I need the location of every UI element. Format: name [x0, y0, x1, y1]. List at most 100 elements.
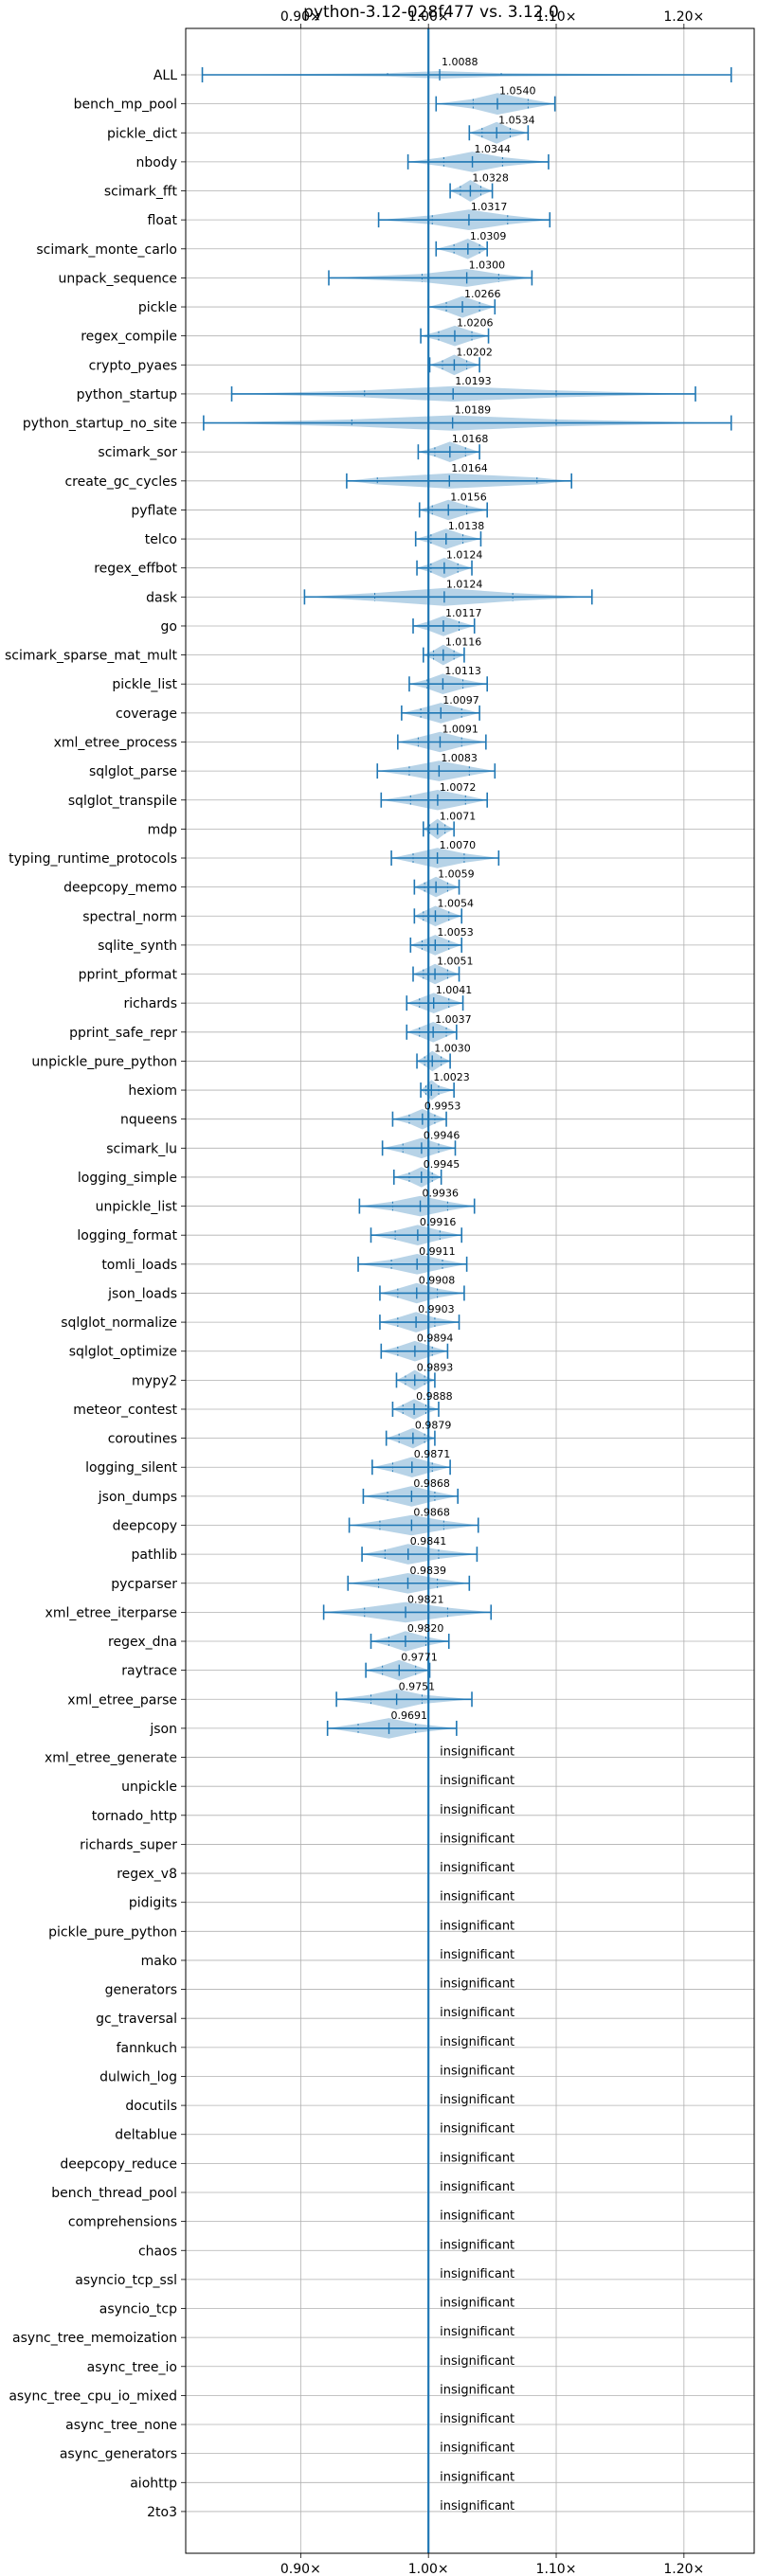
median-value-label: 1.0540	[499, 85, 536, 98]
benchmark-label: coverage	[116, 707, 177, 722]
benchmark-label: scimark_monte_carlo	[36, 242, 177, 258]
benchmark-label: ALL	[153, 68, 177, 83]
benchmark-label: pickle_list	[112, 677, 177, 692]
benchmark-label: unpickle_pure_python	[31, 1054, 177, 1069]
x-tick-label-bottom: 0.90×	[280, 2562, 321, 2576]
median-value-label: 0.9771	[401, 1652, 438, 1664]
benchmark-label: async_tree_cpu_io_mixed	[9, 2388, 177, 2404]
benchmark-label: sqlglot_transpile	[68, 794, 177, 809]
benchmark-label: xml_etree_process	[54, 735, 177, 750]
benchmark-label: deepcopy_memo	[63, 881, 177, 896]
benchmark-label: 2to3	[147, 2505, 177, 2520]
median-value-label: 0.9946	[424, 1129, 460, 1141]
benchmark-label: deepcopy_reduce	[60, 2156, 177, 2172]
benchmark-label: mako	[141, 1954, 177, 1969]
x-tick-label-bottom: 1.00×	[408, 2562, 449, 2576]
insignificant-label: insignificant	[440, 2122, 514, 2137]
benchmark-label: json	[149, 1722, 177, 1737]
benchmark-label: logging_format	[77, 1228, 177, 1243]
benchmark-label: deepcopy	[113, 1519, 177, 1534]
benchmark-label: scimark_sparse_mat_mult	[5, 649, 177, 664]
median-value-label: 1.0124	[446, 549, 483, 562]
x-tick-label-top: 1.00×	[408, 9, 449, 25]
benchmark-label: crypto_pyaes	[89, 358, 177, 373]
error-bar-layer	[201, 28, 732, 2553]
benchmark-label: unpack_sequence	[59, 271, 177, 286]
median-value-label: 0.9871	[414, 1448, 451, 1460]
benchmark-label: pidigits	[129, 1896, 177, 1911]
x-tick-label-top: 1.20×	[663, 9, 704, 25]
insignificant-label: insignificant	[440, 2412, 514, 2426]
insignificant-label: insignificant	[440, 2151, 514, 2165]
insignificant-label: insignificant	[440, 2238, 514, 2252]
insignificant-label: insignificant	[440, 1861, 514, 1875]
insignificant-label: insignificant	[440, 1774, 514, 1788]
benchmark-label: nqueens	[120, 1113, 177, 1128]
benchmark-label: bench_thread_pool	[51, 2186, 177, 2201]
insignificant-label: insignificant	[440, 2267, 514, 2281]
benchmark-label: sqlite_synth	[98, 939, 177, 954]
benchmark-label: raytrace	[121, 1664, 177, 1679]
median-value-label: 1.0116	[445, 636, 482, 649]
benchmark-label: scimark_lu	[106, 1141, 177, 1156]
median-value-label: 1.0124	[446, 578, 483, 590]
insignificant-label: insignificant	[440, 2354, 514, 2369]
median-value-label: 0.9911	[419, 1245, 456, 1258]
benchmark-label: asyncio_tcp	[99, 2302, 177, 2317]
median-value-label: 1.0193	[455, 375, 492, 387]
benchmark-label: regex_dna	[108, 1635, 177, 1650]
median-value-label: 1.0266	[464, 288, 500, 300]
benchmark-label: async_generators	[60, 2447, 177, 2462]
benchmark-label: typing_runtime_protocols	[9, 851, 177, 867]
insignificant-label: insignificant	[440, 2383, 514, 2397]
median-value-label: 0.9820	[407, 1622, 444, 1635]
x-tick-label-bottom: 1.10×	[536, 2562, 577, 2576]
median-value-label: 0.9945	[424, 1158, 460, 1171]
benchmark-label: meteor_contest	[73, 1403, 177, 1418]
insignificant-label: insignificant	[440, 2006, 514, 2020]
chart-title: python-3.12-028f477 vs. 3.12.0	[303, 3, 559, 22]
benchmark-label: unpickle_list	[96, 1200, 178, 1215]
median-value-label: 0.9908	[419, 1274, 456, 1286]
benchmark-label: pickle_pure_python	[48, 1924, 177, 1940]
benchmark-label: aiohttp	[130, 2476, 177, 2491]
benchmark-label: mypy2	[132, 1373, 177, 1388]
insignificant-label: insignificant	[440, 2064, 514, 2078]
insignificant-label: insignificant	[440, 2297, 514, 2311]
median-value-label: 1.0059	[438, 868, 475, 881]
plot-frame	[185, 27, 755, 2554]
median-value-label: 1.0054	[437, 897, 474, 909]
median-value-label: 0.9893	[417, 1361, 454, 1373]
median-value-label: 1.0300	[469, 259, 506, 271]
insignificant-label: insignificant	[440, 2093, 514, 2107]
insignificant-label: insignificant	[440, 1919, 514, 1933]
median-value-label: 1.0156	[450, 491, 487, 503]
benchmark-label: docutils	[125, 2099, 177, 2114]
median-value-label: 0.9821	[407, 1593, 444, 1605]
median-value-label: 1.0117	[445, 607, 482, 619]
x-tick-labels: 0.90× 0.90× 1.00× 1.00× 1.10× 1.10× 1.20× 1.20×	[280, 9, 704, 2576]
benchmark-label: deltablue	[115, 2128, 177, 2143]
median-value-label: 1.0113	[444, 665, 481, 677]
benchmark-label: sqlglot_parse	[89, 764, 177, 779]
insignificant-label: insignificant	[440, 2209, 514, 2224]
benchmark-label: pickle	[138, 300, 177, 315]
benchmark-label: pprint_safe_repr	[69, 1026, 177, 1041]
benchmark-label: async_tree_memoization	[12, 2331, 177, 2346]
median-value-label: 0.9894	[417, 1333, 454, 1345]
insignificant-label: insignificant	[440, 2180, 514, 2194]
median-value-label: 1.0088	[442, 56, 478, 68]
benchmark-label: tornado_http	[92, 1809, 177, 1824]
insignificant-label: insignificant	[440, 2325, 514, 2339]
median-value-label: 1.0030	[434, 1042, 471, 1054]
benchmark-label: mdp	[148, 822, 178, 837]
benchmark-label: generators	[105, 1983, 177, 1998]
benchmark-label: scimark_sor	[98, 445, 177, 460]
median-value-label: 0.9868	[413, 1477, 450, 1490]
median-value-label: 1.0023	[433, 1071, 470, 1083]
benchmark-label: dask	[146, 590, 178, 605]
benchmark-label: gc_traversal	[96, 2012, 177, 2027]
